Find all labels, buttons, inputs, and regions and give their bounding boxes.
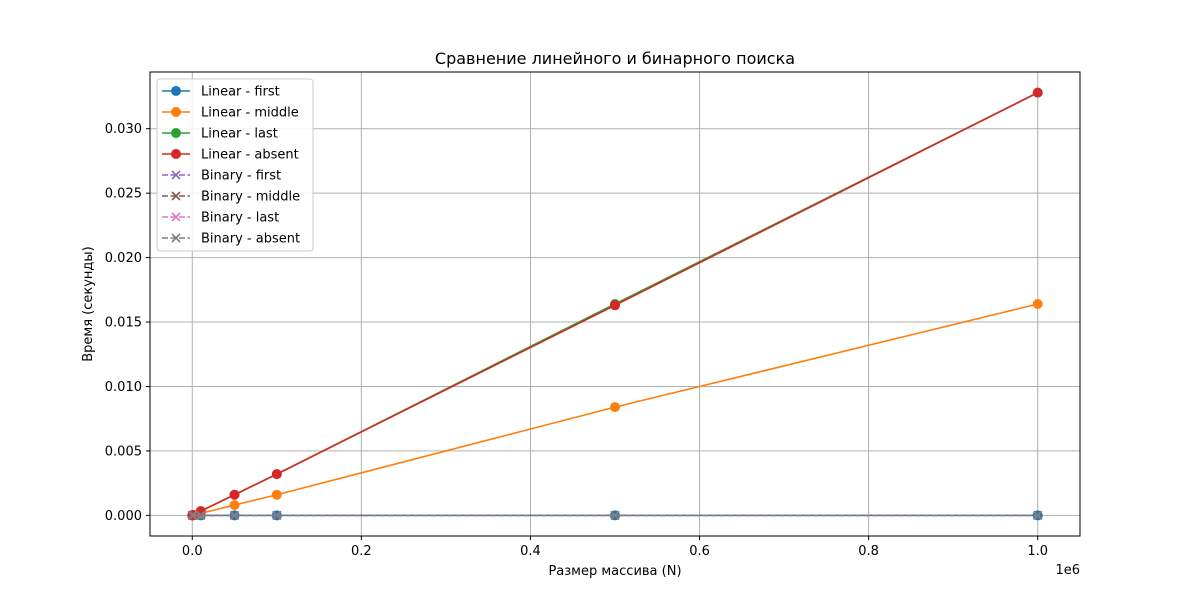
legend-item: Binary - absent: [162, 232, 300, 247]
legend-label: Linear - last: [201, 127, 278, 142]
legend-box: [156, 78, 314, 252]
plot-frame: [149, 71, 1081, 537]
legend-item: Linear - absent: [162, 148, 299, 163]
data-point: [1032, 299, 1043, 309]
x-axis-label: Размер массива (N): [548, 564, 681, 579]
x-tick-label: 0.4: [520, 544, 541, 559]
data-point: [271, 469, 282, 480]
legend-label: Binary - first: [201, 169, 281, 184]
legend-marker: [171, 128, 181, 138]
x-tick-label: 0.2: [351, 544, 372, 559]
data-point: [229, 510, 240, 520]
y-tick-label: 0.015: [105, 316, 142, 331]
y-tick-label: 0.030: [105, 122, 142, 137]
legend-marker: [171, 170, 181, 180]
data-point: [610, 402, 620, 413]
legend-label: Linear - absent: [201, 148, 299, 163]
legend-item: Linear - middle: [162, 106, 299, 121]
legend-label: Binary - absent: [201, 232, 300, 247]
data-point: [229, 500, 240, 511]
legend-marker: [171, 86, 181, 96]
legend-marker: [171, 107, 181, 117]
y-axis-label: Время (секунды): [81, 246, 96, 362]
legend-label: Binary - middle: [201, 190, 300, 205]
data-point: [271, 489, 282, 500]
legend-marker: [171, 233, 181, 243]
y-axis-ticks: 0.000 0.005 0.010 0.015 0.020 0.025 0.030: [105, 122, 150, 524]
legend-label: Linear - first: [201, 85, 280, 100]
legend-label: Linear - middle: [201, 106, 299, 121]
x-tick-label: 0.8: [858, 544, 879, 559]
y-tick-label: 0.010: [105, 380, 142, 395]
legend-marker: [171, 191, 181, 201]
data-point: [188, 510, 198, 520]
data-point: [610, 300, 620, 311]
x-axis-offset-label: 1e6: [1055, 563, 1080, 578]
x-tick-label: 0.0: [182, 544, 203, 559]
y-tick-label: 0.020: [105, 251, 142, 266]
legend-item: Linear - first: [162, 85, 280, 100]
data-point: [196, 510, 206, 520]
x-tick-label: 0.6: [689, 544, 710, 559]
legend-item: Linear - last: [162, 127, 278, 142]
legend-item: Binary - middle: [162, 190, 300, 205]
legend-label: Binary - last: [201, 211, 279, 226]
legend-item: Binary - last: [162, 211, 279, 226]
legend-item: Binary - first: [162, 169, 281, 184]
series-binary-absent: [187, 510, 1043, 520]
x-tick-label: 1.0: [1027, 544, 1048, 559]
data-point: [610, 510, 620, 520]
legend-marker: [171, 212, 181, 222]
legend: Linear - first Linear - middle Linear - la…: [156, 78, 314, 252]
x-axis-ticks: 0.0 0.2 0.4 0.6 0.8 1.0: [182, 536, 1048, 559]
series-layer: [187, 87, 1043, 521]
data-point: [229, 489, 240, 500]
y-tick-label: 0.025: [105, 187, 142, 202]
legend-marker: [171, 149, 181, 159]
data-point: [1033, 510, 1043, 520]
y-tick-label: 0.005: [105, 444, 142, 459]
chart-title: Сравнение линейного и бинарного поиска: [435, 49, 795, 68]
y-tick-label: 0.000: [105, 509, 142, 524]
data-point: [272, 510, 282, 520]
data-point: [1032, 87, 1043, 98]
